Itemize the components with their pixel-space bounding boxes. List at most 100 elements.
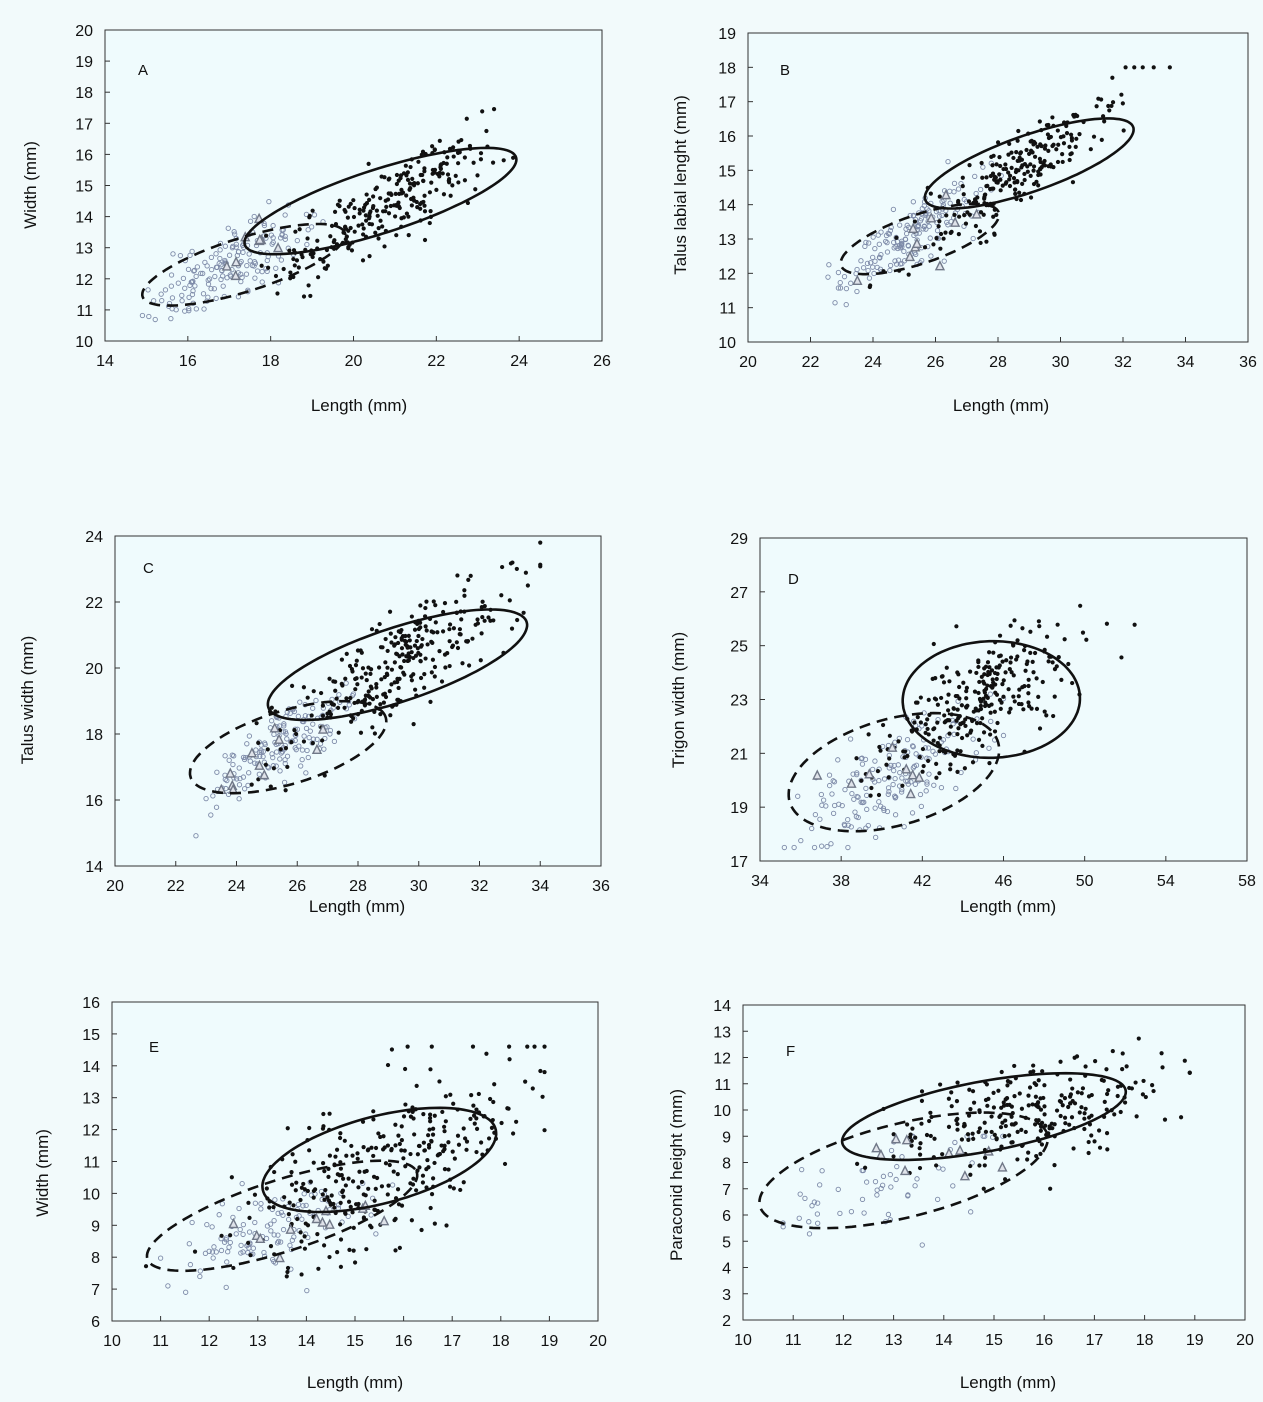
point-filled-b bbox=[1006, 152, 1011, 157]
point-filled-f bbox=[996, 1088, 1001, 1093]
point-filled-d bbox=[988, 732, 993, 737]
point-open-a bbox=[206, 276, 213, 282]
point-filled-a bbox=[394, 233, 399, 238]
point-filled-d bbox=[925, 726, 930, 732]
point-filled-d bbox=[1084, 637, 1089, 642]
point-open-e bbox=[187, 1261, 194, 1268]
point-open-e bbox=[280, 1226, 287, 1233]
point-open-d bbox=[791, 844, 797, 851]
point-open-c bbox=[265, 765, 272, 771]
point-open-e bbox=[246, 1229, 253, 1235]
point-open-d bbox=[831, 779, 838, 785]
point-open-a bbox=[170, 251, 176, 257]
point-filled-c bbox=[447, 622, 453, 627]
point-filled-b bbox=[962, 213, 967, 218]
y-tick-label-f: 9 bbox=[722, 1129, 731, 1146]
point-filled-f bbox=[940, 1152, 945, 1157]
point-filled-a bbox=[456, 139, 461, 144]
point-filled-b bbox=[994, 180, 999, 185]
point-filled-f bbox=[977, 1126, 982, 1131]
point-filled-d bbox=[1046, 659, 1051, 664]
point-open-b bbox=[907, 212, 913, 219]
point-open-c bbox=[298, 763, 304, 769]
point-filled-c bbox=[319, 690, 324, 696]
point-filled-e bbox=[385, 1143, 391, 1148]
point-filled-a bbox=[273, 273, 279, 279]
point-filled-f bbox=[1068, 1092, 1073, 1097]
point-filled-c bbox=[265, 747, 270, 752]
point-filled-b bbox=[1011, 175, 1017, 181]
point-triangle-c bbox=[273, 733, 285, 744]
point-open-b bbox=[866, 240, 872, 246]
point-filled-c bbox=[412, 643, 418, 648]
point-open-a bbox=[273, 265, 279, 271]
point-open-e bbox=[271, 1232, 277, 1238]
point-filled-b bbox=[937, 219, 942, 224]
point-filled-d bbox=[946, 708, 951, 713]
point-filled-a bbox=[306, 283, 311, 288]
point-filled-f bbox=[891, 1154, 896, 1159]
point-open-c bbox=[277, 768, 283, 774]
point-filled-e bbox=[340, 1189, 345, 1195]
point-filled-d bbox=[1001, 694, 1006, 699]
point-filled-e bbox=[474, 1116, 479, 1121]
point-open-e bbox=[240, 1249, 246, 1255]
point-triangle-a bbox=[254, 233, 265, 245]
point-filled-c bbox=[418, 658, 423, 664]
point-filled-d bbox=[997, 663, 1002, 668]
point-filled-a bbox=[346, 204, 351, 209]
point-filled-b bbox=[1056, 142, 1061, 147]
point-filled-b bbox=[1132, 65, 1137, 70]
point-open-f bbox=[874, 1192, 880, 1198]
point-open-d bbox=[881, 776, 888, 782]
point-filled-c bbox=[425, 642, 430, 647]
point-filled-f bbox=[1089, 1133, 1094, 1138]
point-open-c bbox=[281, 779, 288, 786]
point-filled-e bbox=[437, 1079, 442, 1084]
point-open-b bbox=[860, 265, 867, 271]
point-triangle-e bbox=[274, 1252, 285, 1263]
point-filled-f bbox=[1079, 1091, 1084, 1096]
point-filled-f bbox=[1115, 1093, 1120, 1099]
point-open-c bbox=[240, 754, 247, 761]
point-open-c bbox=[193, 833, 199, 839]
y-tick-label-d: 25 bbox=[730, 639, 748, 656]
point-filled-e bbox=[399, 1148, 404, 1153]
point-filled-a bbox=[416, 159, 421, 164]
point-open-d bbox=[895, 762, 901, 768]
point-filled-b bbox=[1038, 142, 1043, 147]
point-open-b bbox=[978, 186, 984, 193]
point-open-b bbox=[865, 267, 871, 274]
point-filled-f bbox=[1187, 1070, 1192, 1076]
point-filled-e bbox=[192, 1249, 198, 1254]
point-filled-e bbox=[298, 1197, 303, 1203]
point-triangle-f bbox=[901, 1134, 912, 1145]
point-open-c bbox=[244, 741, 250, 747]
point-filled-c bbox=[384, 671, 390, 676]
point-filled-a bbox=[259, 263, 264, 268]
point-open-e bbox=[223, 1284, 229, 1290]
point-open-a bbox=[173, 307, 179, 313]
point-filled-f bbox=[967, 1087, 972, 1092]
point-filled-e bbox=[302, 1246, 308, 1251]
point-filled-d bbox=[997, 654, 1002, 659]
point-filled-b bbox=[1067, 144, 1072, 149]
point-filled-b bbox=[1119, 92, 1124, 97]
point-filled-e bbox=[339, 1173, 344, 1178]
point-open-b bbox=[919, 258, 925, 264]
point-filled-f bbox=[1143, 1094, 1148, 1100]
point-filled-f bbox=[968, 1107, 973, 1112]
point-filled-d bbox=[991, 680, 996, 685]
point-filled-f bbox=[924, 1132, 930, 1138]
point-filled-c bbox=[418, 675, 424, 681]
point-filled-c bbox=[283, 788, 288, 793]
point-filled-c bbox=[285, 764, 290, 770]
point-open-f bbox=[811, 1199, 818, 1205]
point-filled-c bbox=[395, 640, 401, 646]
point-filled-b bbox=[966, 199, 972, 204]
point-open-f bbox=[863, 1179, 870, 1185]
x-tick-label-b: 32 bbox=[1114, 354, 1132, 371]
point-filled-e bbox=[538, 1068, 543, 1074]
point-filled-e bbox=[441, 1149, 446, 1154]
point-filled-d bbox=[913, 700, 919, 705]
